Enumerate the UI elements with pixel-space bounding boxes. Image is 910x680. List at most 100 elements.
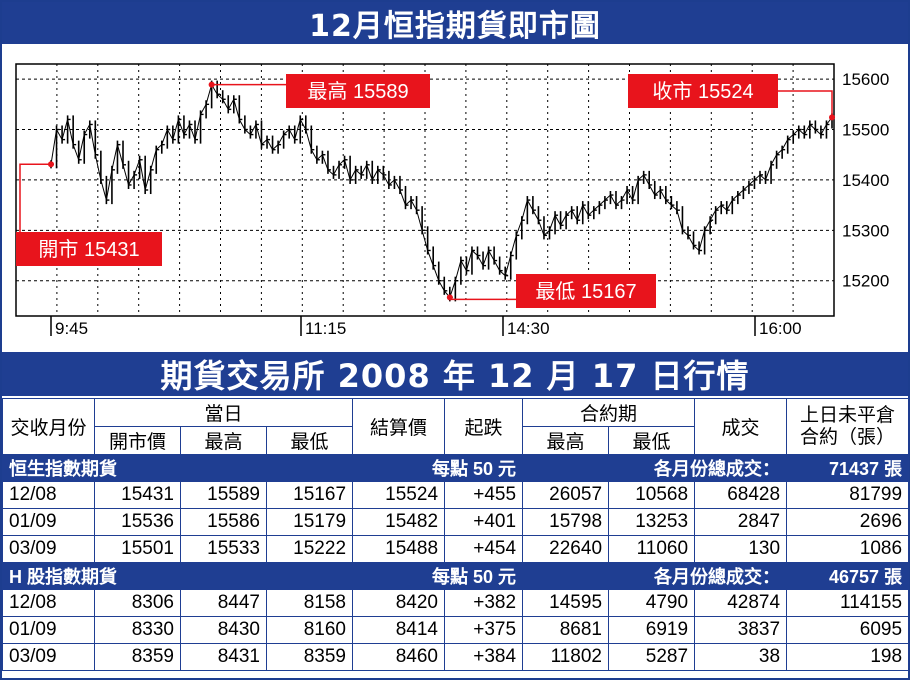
table-row: 03/09 8359 8431 8359 8460 +384 11802 528… xyxy=(2,643,910,671)
callout-open-box xyxy=(16,232,162,266)
callout-open-leader xyxy=(19,163,51,232)
section-name: 恒生指數期貨 xyxy=(1,454,354,482)
cell-open: 8306 xyxy=(94,589,181,617)
futures-table: 交收月份 當日 結算價 起跌 合約期 成交 上日未平倉合約（張） 開市價 最高 … xyxy=(1,398,910,671)
cell-open: 8359 xyxy=(94,643,181,671)
cell-high: 15589 xyxy=(180,481,267,509)
cell-open-interest: 81799 xyxy=(786,481,910,509)
callout-low: 最低 15167 xyxy=(446,274,656,308)
cell-contract-high: 26057 xyxy=(522,481,610,509)
header-high: 最高 xyxy=(180,426,267,455)
section-row-hshares: H 股指數期貨 每點 50 元 各月份總成交： 46757 張 xyxy=(1,562,910,590)
cell-open-interest: 2696 xyxy=(786,508,910,536)
x-tick-label: 11:15 xyxy=(305,319,346,338)
y-tick-labels: 15200 15300 15400 15500 15600 xyxy=(842,70,889,291)
cell-low: 15167 xyxy=(265,481,354,509)
callouts: 最高 15589 收市 15524 開市 15431 最低 15167 xyxy=(16,74,835,308)
y-tick-label: 15600 xyxy=(842,70,889,89)
y-tick-label: 15400 xyxy=(842,171,889,190)
cell-high: 8447 xyxy=(180,589,267,617)
cell-change: +454 xyxy=(444,535,524,563)
header-open: 開市價 xyxy=(94,426,181,455)
cell-contract-low: 10568 xyxy=(608,481,696,509)
header-low: 最低 xyxy=(265,426,354,455)
cell-low: 8160 xyxy=(265,616,354,644)
header-month: 交收月份 xyxy=(2,398,95,455)
cell-change: +401 xyxy=(444,508,524,536)
cell-volume: 42874 xyxy=(694,589,788,617)
cell-change: +455 xyxy=(444,481,524,509)
table-title: 期貨交易所 2008 年 12 月 17 日行情 xyxy=(2,352,908,396)
cell-high: 8430 xyxy=(180,616,267,644)
callout-open-arrowhead xyxy=(48,161,54,168)
cell-open: 15431 xyxy=(94,481,181,509)
x-tick-label: 9:45 xyxy=(55,319,88,338)
cell-open-interest: 114155 xyxy=(786,589,910,617)
cell-volume: 68428 xyxy=(694,481,788,509)
header-change: 起跌 xyxy=(444,398,524,455)
cell-contract-high: 8681 xyxy=(522,616,610,644)
callout-close-leader xyxy=(778,90,833,118)
cell-contract-high: 15798 xyxy=(522,508,610,536)
callout-low-box xyxy=(516,274,656,308)
section-row-hsi: 恒生指數期貨 每點 50 元 各月份總成交： 71437 張 xyxy=(1,454,910,482)
cell-contract-low: 13253 xyxy=(608,508,696,536)
price-series xyxy=(50,80,835,302)
cell-low: 8359 xyxy=(265,643,354,671)
cell-month: 12/08 xyxy=(2,589,95,617)
section-total-value: 46757 張 xyxy=(786,562,910,590)
x-tick-label: 16:00 xyxy=(759,319,802,338)
header-contract-low: 最低 xyxy=(608,426,696,455)
cell-volume: 38 xyxy=(694,643,788,671)
cell-open-interest: 6095 xyxy=(786,616,910,644)
section-total-label: 各月份總成交： xyxy=(522,454,788,482)
cell-open-interest: 198 xyxy=(786,643,910,671)
callout-close-box xyxy=(628,74,778,108)
table-row: 12/08 15431 15589 15167 15524 +455 26057… xyxy=(2,481,910,509)
cell-volume: 130 xyxy=(694,535,788,563)
cell-contract-high: 11802 xyxy=(522,643,610,671)
callout-high-box xyxy=(286,74,430,108)
header-contract-high: 最高 xyxy=(522,426,610,455)
table-row: 12/08 8306 8447 8158 8420 +382 14595 479… xyxy=(2,589,910,617)
cell-contract-low: 6919 xyxy=(608,616,696,644)
cell-settle: 8414 xyxy=(352,616,446,644)
callout-close-arrowhead xyxy=(829,114,835,121)
section-point-value: 每點 50 元 xyxy=(352,454,524,482)
cell-settle: 15488 xyxy=(352,535,446,563)
cell-change: +384 xyxy=(444,643,524,671)
y-tick-label: 15500 xyxy=(842,121,889,140)
cell-volume: 3837 xyxy=(694,616,788,644)
table-row: 03/09 15501 15533 15222 15488 +454 22640… xyxy=(2,535,910,563)
chart-title: 12月恒指期貨即市圖 xyxy=(2,2,908,44)
cell-contract-high: 22640 xyxy=(522,535,610,563)
cell-settle: 15524 xyxy=(352,481,446,509)
cell-contract-low: 4790 xyxy=(608,589,696,617)
cell-change: +382 xyxy=(444,589,524,617)
section-name: H 股指數期貨 xyxy=(1,562,354,590)
table-row: 01/09 8330 8430 8160 8414 +375 8681 6919… xyxy=(2,616,910,644)
section-total-value: 71437 張 xyxy=(786,454,910,482)
cell-month: 01/09 xyxy=(2,508,95,536)
section-total-label: 各月份總成交： xyxy=(522,562,788,590)
x-tick-labels: 9:45 11:15 14:30 16:00 xyxy=(50,316,802,338)
callout-high-arrowhead xyxy=(208,81,215,88)
cell-high: 15533 xyxy=(180,535,267,563)
cell-volume: 2847 xyxy=(694,508,788,536)
cell-open: 15536 xyxy=(94,508,181,536)
cell-high: 15586 xyxy=(180,508,267,536)
x-tick-label: 14:30 xyxy=(507,319,550,338)
cell-contract-low: 11060 xyxy=(608,535,696,563)
callout-high: 最高 15589 xyxy=(208,74,430,108)
cell-contract-high: 14595 xyxy=(522,589,610,617)
intraday-chart: 15200 15300 15400 15500 15600 9:45 11:15 14:30… xyxy=(15,63,889,338)
header-volume: 成交 xyxy=(694,398,788,455)
cell-open: 8330 xyxy=(94,616,181,644)
cell-high: 8431 xyxy=(180,643,267,671)
cell-month: 01/09 xyxy=(2,616,95,644)
callout-open-label: 開市 15431 xyxy=(38,238,139,261)
cell-month: 12/08 xyxy=(2,481,95,509)
cell-settle: 15482 xyxy=(352,508,446,536)
header-contract: 合約期 xyxy=(522,398,696,427)
table-row: 01/09 15536 15586 15179 15482 +401 15798… xyxy=(2,508,910,536)
